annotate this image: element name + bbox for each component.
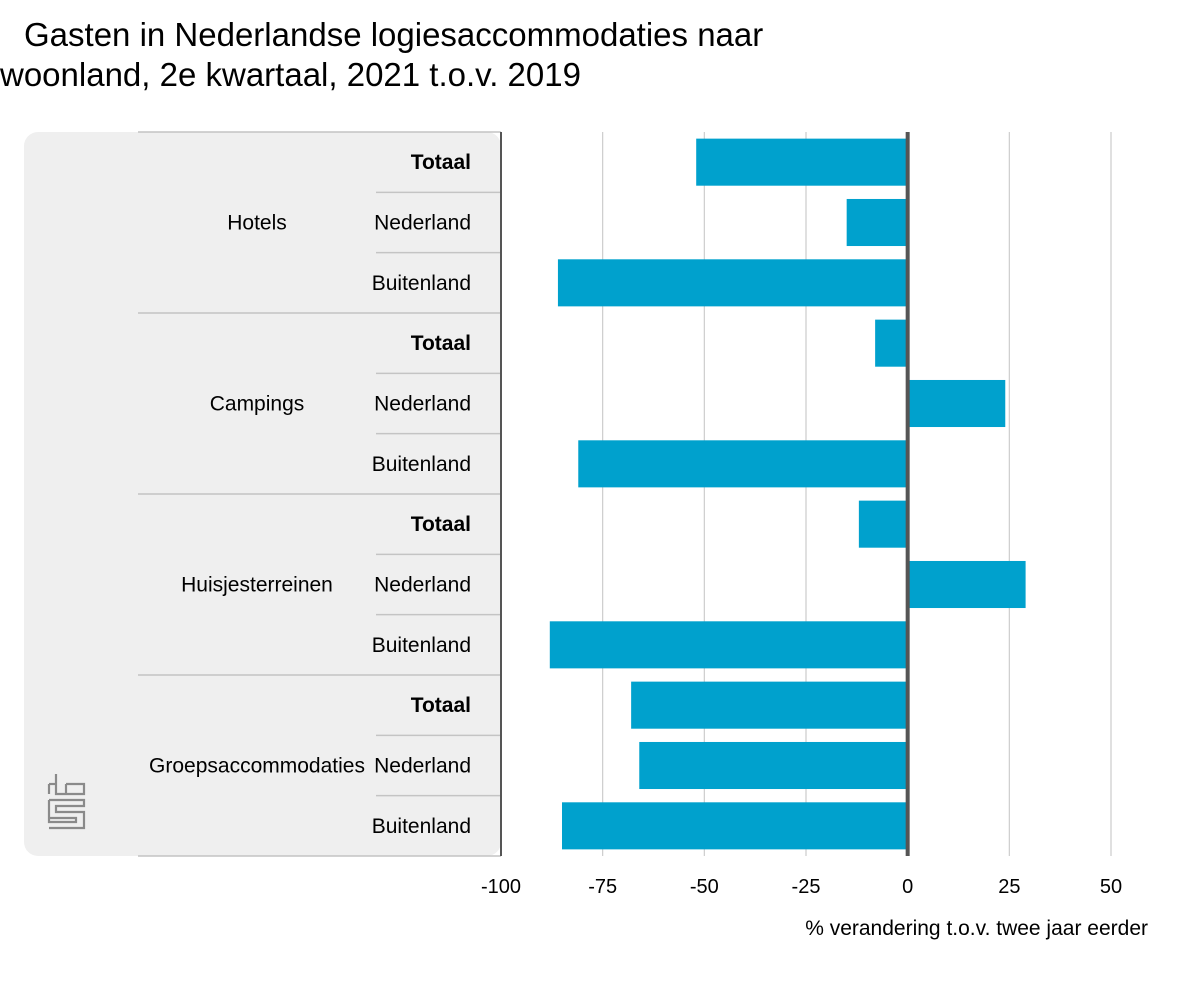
x-tick-label: -25 <box>792 876 821 898</box>
row-label: Nederland <box>374 212 471 235</box>
x-tick-label: 0 <box>902 876 913 898</box>
x-tick-labels: -100 -75 -50 -25 0 25 50 <box>481 876 1122 898</box>
bar-groepsaccommodaties-buitenland <box>562 802 908 850</box>
row-label: Nederland <box>374 574 471 597</box>
row-separators <box>138 131 501 857</box>
group-label: Groepsaccommodaties <box>149 755 365 778</box>
x-axis-label: % verandering t.o.v. twee jaar eerder <box>805 917 1148 940</box>
row-label: Totaal <box>411 151 471 174</box>
row-label: Totaal <box>411 694 471 717</box>
row-label: Buitenland <box>372 634 471 657</box>
cbs-logo-icon <box>47 774 86 830</box>
row-label: Buitenland <box>372 815 471 838</box>
bars <box>549 138 1026 850</box>
x-tick-label: -100 <box>481 876 521 898</box>
x-tick-label: 25 <box>998 876 1020 898</box>
row-label: Totaal <box>411 513 471 536</box>
x-tick-label: 50 <box>1100 876 1122 898</box>
bar-groepsaccommodaties-totaal <box>631 681 908 729</box>
bar-campings-totaal <box>875 319 908 367</box>
x-tick-label: -75 <box>588 876 617 898</box>
bar-hotels-buitenland <box>557 259 908 307</box>
chart-title-line-1: Gasten in Nederlandse logiesaccommodatie… <box>24 16 763 53</box>
group-label: Huisjesterreinen <box>181 574 333 597</box>
row-label: Nederland <box>374 393 471 416</box>
bar-huisjesterreinen-buitenland <box>549 621 908 669</box>
category-labels: Totaal Nederland Buitenland Totaal Nederland… <box>149 151 471 838</box>
bar-hotels-nederland <box>846 198 908 247</box>
bar-campings-nederland <box>907 379 1006 428</box>
row-label: Totaal <box>411 332 471 355</box>
bar-huisjesterreinen-nederland <box>907 560 1026 609</box>
row-label: Buitenland <box>372 453 471 476</box>
chart-title-line-2: woonland, 2e kwartaal, 2021 t.o.v. 2019 <box>0 56 581 93</box>
bar-groepsaccommodaties-nederland <box>639 741 908 790</box>
group-label: Hotels <box>227 212 287 235</box>
bar-campings-buitenland <box>578 440 908 488</box>
gridlines <box>602 132 1112 856</box>
group-label: Campings <box>210 393 305 416</box>
bar-hotels-totaal <box>696 138 908 186</box>
row-label: Nederland <box>374 755 471 778</box>
x-tick-label: -50 <box>690 876 719 898</box>
row-label: Buitenland <box>372 272 471 295</box>
bar-huisjesterreinen-totaal <box>858 500 908 548</box>
